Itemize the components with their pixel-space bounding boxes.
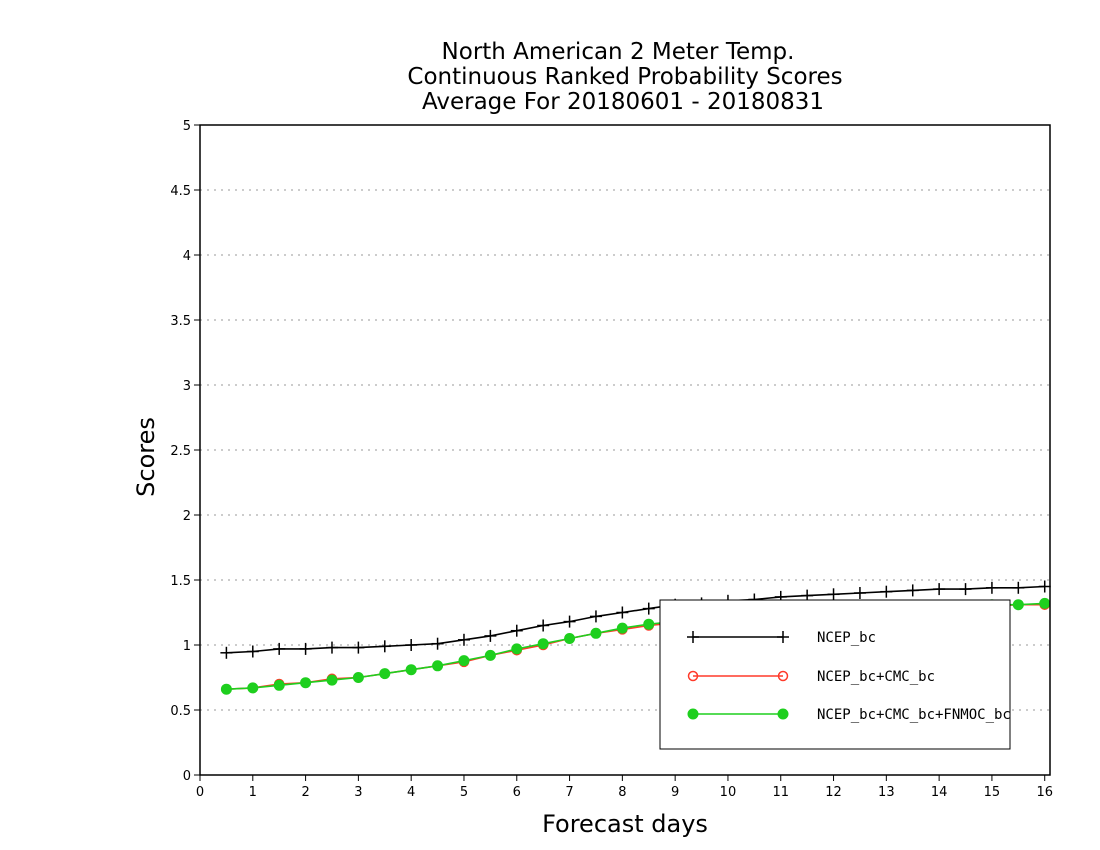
title-line-3: Average For 20180601 - 20180831 <box>422 89 824 115</box>
data-point <box>642 602 655 615</box>
data-point <box>432 660 444 672</box>
data-point <box>458 655 470 667</box>
legend-item-3: NCEP_bc+CMC_bc+FNMOC_bc <box>687 707 1011 723</box>
x-tick-label: 13 <box>878 785 895 800</box>
legend-item-1: NCEP_bc <box>687 630 876 646</box>
data-point <box>220 683 232 695</box>
y-axis-title: Scores <box>132 417 160 497</box>
x-axis-title: Forecast days <box>542 810 708 838</box>
data-point <box>906 584 919 597</box>
data-point <box>1012 599 1024 611</box>
data-point <box>564 633 576 644</box>
legend-label: NCEP_bc+CMC_bc <box>817 669 935 685</box>
x-tick-label: 9 <box>671 785 679 800</box>
x-tick-label: 10 <box>720 785 737 800</box>
y-tick-label: 2.5 <box>170 444 191 459</box>
y-tick-label: 0.5 <box>170 704 191 719</box>
chart-title: North American 2 Meter Temp. Continuous … <box>407 39 842 115</box>
data-point <box>484 649 496 661</box>
x-tick-label: 2 <box>301 785 309 800</box>
x-tick-label: 12 <box>825 785 842 800</box>
legend: NCEP_bc NCEP_bc+CMC_bc NCEP_bc+CMC_bc+FNMO… <box>659 599 1011 750</box>
data-point <box>880 585 893 598</box>
data-point <box>537 619 550 632</box>
y-tick-label: 2 <box>183 509 191 524</box>
y-tick-label: 1.5 <box>170 574 191 589</box>
data-point <box>379 668 391 680</box>
title-line-1: North American 2 Meter Temp. <box>442 39 795 65</box>
data-point <box>1039 597 1051 609</box>
data-point <box>405 639 418 651</box>
legend-box <box>659 599 1011 750</box>
data-point <box>431 637 444 650</box>
x-tick-label: 4 <box>407 785 415 800</box>
x-tick-label: 7 <box>565 785 573 800</box>
y-tick-label: 1 <box>183 639 191 654</box>
title-line-2: Continuous Ranked Probability Scores <box>407 64 842 90</box>
legend-marker <box>777 670 789 682</box>
data-point <box>1012 581 1025 594</box>
x-tick-label: 15 <box>984 785 1001 800</box>
legend-marker <box>687 631 699 643</box>
legend-label: NCEP_bc <box>817 630 876 646</box>
data-point <box>247 682 259 694</box>
x-tick-label: 16 <box>1036 785 1053 800</box>
data-point <box>933 583 946 596</box>
y-tick-label: 4.5 <box>170 184 191 199</box>
legend-label: NCEP_bc+CMC_bc+FNMOC_bc <box>817 707 1011 723</box>
y-tick-label: 4 <box>183 249 191 264</box>
data-point <box>643 618 655 630</box>
x-tick-label: 11 <box>772 785 789 800</box>
legend-marker <box>777 631 789 643</box>
data-point <box>300 677 312 689</box>
y-tick-label: 0 <box>183 769 191 784</box>
legend-marker <box>687 670 699 682</box>
legend-marker <box>777 708 789 720</box>
data-point <box>326 674 338 686</box>
data-point <box>985 581 998 594</box>
data-point <box>405 664 417 676</box>
data-point <box>590 627 602 639</box>
data-point <box>352 641 365 654</box>
x-tick-label: 6 <box>513 785 521 800</box>
data-point <box>299 642 312 655</box>
legend-item-2: NCEP_bc+CMC_bc <box>687 669 935 685</box>
data-point <box>616 606 629 619</box>
data-point <box>273 679 285 691</box>
y-tick-label: 3 <box>183 379 191 394</box>
data-point <box>616 622 628 634</box>
data-point <box>853 587 866 599</box>
data-point <box>246 645 259 658</box>
y-tick-label: 5 <box>183 119 191 134</box>
data-point <box>378 640 391 653</box>
data-point <box>510 624 523 637</box>
legend-items: NCEP_bc NCEP_bc+CMC_bc NCEP_bc+CMC_bc+FNMO… <box>687 630 1011 723</box>
x-tick-label: 0 <box>196 785 204 800</box>
x-tick-label: 14 <box>931 785 948 800</box>
data-point <box>273 642 286 655</box>
series-1 <box>220 580 1051 659</box>
data-point <box>484 629 497 642</box>
x-tick-label: 8 <box>618 785 626 800</box>
data-point <box>352 672 364 683</box>
data-point <box>511 643 523 655</box>
x-tick-label: 3 <box>354 785 362 800</box>
legend-marker <box>687 708 699 720</box>
y-tick-label: 3.5 <box>170 314 191 329</box>
data-point <box>537 638 549 650</box>
data-point <box>325 641 338 654</box>
axis-ticks: 00.511.522.533.544.550 1 2 3 4 5 6 7 8 9 10 11 12 13 1… <box>170 119 1053 800</box>
data-point <box>457 633 470 646</box>
data-point <box>220 646 233 659</box>
x-tick-label: 5 <box>460 785 468 800</box>
data-point <box>589 610 602 623</box>
data-point <box>827 588 840 601</box>
x-tick-label: 1 <box>249 785 257 800</box>
data-point <box>1038 580 1051 593</box>
data-point <box>959 583 972 596</box>
data-point <box>563 615 576 628</box>
